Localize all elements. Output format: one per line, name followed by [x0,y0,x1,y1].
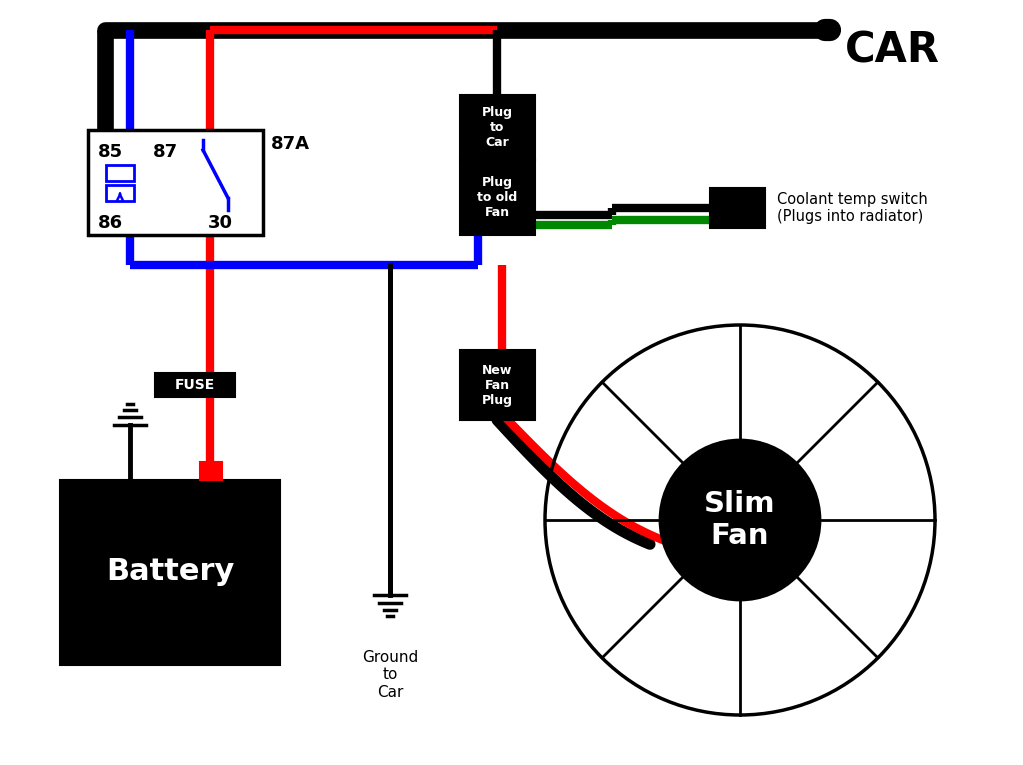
Circle shape [660,440,820,600]
Text: 86: 86 [98,214,123,232]
Text: Plug
to old
Fan: Plug to old Fan [477,175,517,219]
Text: 87: 87 [153,143,178,161]
Bar [106,165,134,181]
Bar [460,160,535,235]
Text: Ground
to
Car: Ground to Car [362,650,418,700]
Bar [88,130,263,235]
Text: 87A: 87A [271,135,310,153]
Bar [201,462,222,480]
Text: CAR: CAR [845,29,940,71]
Text: Coolant temp switch
(Plugs into radiator): Coolant temp switch (Plugs into radiator… [777,192,928,224]
Text: 85: 85 [98,143,123,161]
Bar [106,185,134,201]
Bar [460,95,535,160]
Text: Plug
to
Car: Plug to Car [482,106,513,148]
Text: Slim
Fan: Slim Fan [704,490,775,550]
Bar [60,480,280,665]
Bar [155,373,235,397]
Text: 30: 30 [208,214,233,232]
Bar [460,350,535,420]
Bar [710,188,765,228]
Text: Battery: Battery [105,558,234,587]
Text: New
Fan
Plug: New Fan Plug [482,363,513,406]
Text: FUSE: FUSE [175,378,215,392]
